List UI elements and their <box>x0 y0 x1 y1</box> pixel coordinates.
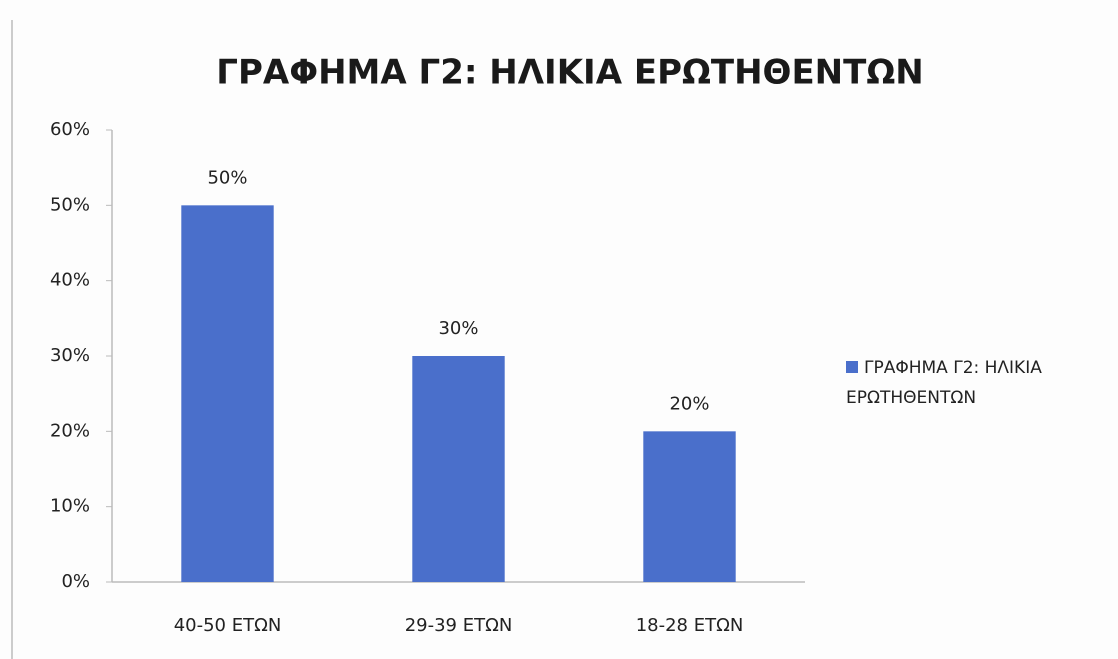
y-tick-label: 60% <box>50 119 90 140</box>
legend: ΓΡΑΦΗΜΑ Γ2: ΗΛΙΚΙΑ ΕΡΩΤΗΘΕΝΤΩΝ <box>846 353 1046 413</box>
chart-title: ΓΡΑΦΗΜΑ Γ2: ΗΛΙΚΙΑ ΕΡΩΤΗΘΕΝΤΩΝ <box>216 53 923 93</box>
y-tick-label: 50% <box>50 194 90 215</box>
y-tick-label: 0% <box>61 571 90 592</box>
y-tick-label: 40% <box>50 270 90 291</box>
bar <box>412 356 505 582</box>
x-tick-label: 40-50 ΕΤΩΝ <box>174 615 282 636</box>
y-tick-label: 10% <box>50 496 90 517</box>
y-tick-label: 30% <box>50 345 90 366</box>
legend-label: ΓΡΑΦΗΜΑ Γ2: ΗΛΙΚΙΑ ΕΡΩΤΗΘΕΝΤΩΝ <box>846 358 1042 408</box>
bar <box>181 205 274 583</box>
legend-swatch <box>846 361 858 373</box>
data-label: 50% <box>207 167 247 188</box>
data-label: 20% <box>669 393 709 414</box>
data-label: 30% <box>438 318 478 339</box>
bar <box>643 431 736 582</box>
y-tick-label: 20% <box>50 420 90 441</box>
x-tick-label: 29-39 ΕΤΩΝ <box>405 615 513 636</box>
x-tick-label: 18-28 ΕΤΩΝ <box>636 615 744 636</box>
